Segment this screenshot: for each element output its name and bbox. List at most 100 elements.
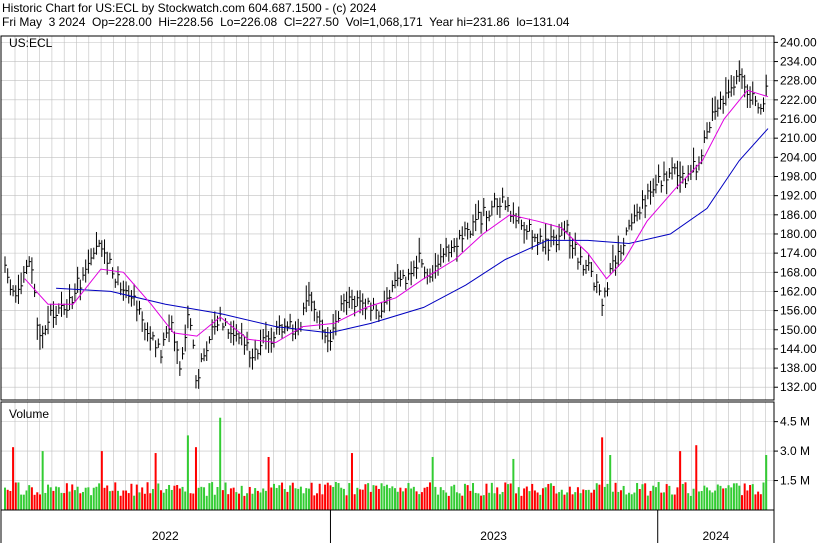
volume-bar [216, 487, 219, 510]
volume-bar [412, 486, 415, 510]
volume-bar [281, 482, 284, 510]
volume-bar [544, 487, 547, 510]
volume-bar [49, 487, 52, 510]
volume-bars [4, 417, 768, 510]
price-grid [1, 36, 774, 400]
volume-bar [504, 482, 507, 510]
volume-bar [541, 488, 544, 510]
volume-bar [95, 486, 98, 510]
volume-bar [186, 435, 189, 510]
price-tick-label: 228.00 [780, 74, 817, 88]
price-tick-label: 204.00 [780, 150, 817, 164]
volume-bar [372, 485, 375, 510]
volume-bar [25, 490, 28, 510]
volume-bar [676, 487, 679, 510]
volume-bar [82, 491, 85, 510]
volume-bar [262, 488, 265, 510]
volume-bar [168, 484, 171, 510]
volume-bar [65, 483, 68, 510]
volume-bar [130, 483, 133, 510]
volume-bar [525, 486, 528, 510]
volume-bar [256, 490, 259, 510]
volume-bar [178, 488, 181, 510]
volume-bar [501, 491, 504, 510]
volume-tick-label: 3.0 M [780, 444, 810, 458]
volume-bar [743, 483, 746, 510]
volume-bar [617, 491, 620, 510]
price-axis: 240.00 234.00 228.00 222.00 216.00 210.00 204.… [774, 35, 817, 394]
volume-bar [157, 483, 160, 510]
volume-bar [391, 486, 394, 510]
volume-bar [224, 482, 227, 510]
volume-bar [550, 483, 553, 510]
volume-bar [184, 491, 187, 510]
volume-bar [146, 482, 149, 510]
volume-bar [205, 495, 208, 510]
volume-bar [380, 483, 383, 510]
volume-bar [326, 482, 329, 510]
volume-bar [251, 493, 254, 510]
volume-bar [151, 488, 154, 510]
volume-bar [622, 485, 625, 510]
volume-bar [582, 489, 585, 510]
volume-bar [619, 490, 622, 510]
volume-bar [641, 484, 644, 510]
volume-bar [439, 487, 442, 510]
volume-bar [687, 493, 690, 510]
volume-bar [646, 495, 649, 510]
volume-bar [4, 487, 6, 510]
volume-bar [447, 495, 450, 510]
volume-bar [469, 490, 472, 510]
volume-bar [135, 484, 138, 510]
volume-bar [461, 495, 464, 510]
volume-bar [399, 487, 402, 510]
volume-bar [275, 487, 278, 510]
price-tick-label: 234.00 [780, 55, 817, 69]
volume-bar [297, 488, 300, 510]
volume-bar [697, 491, 700, 510]
volume-bar [291, 482, 294, 510]
volume-bar [614, 482, 617, 510]
volume-bar [377, 488, 380, 510]
volume-bar [356, 487, 359, 510]
volume-bar [332, 486, 335, 510]
price-tick-label: 144.00 [780, 342, 817, 356]
volume-bar [232, 487, 235, 510]
volume-bar [302, 493, 305, 510]
price-panel-label: US:ECL [9, 36, 53, 50]
price-tick-label: 186.00 [780, 208, 817, 222]
volume-bar [100, 451, 103, 510]
volume-bar [480, 495, 483, 510]
volume-bar [337, 483, 340, 510]
volume-bar [200, 486, 203, 510]
volume-bar [189, 493, 192, 510]
volume-bar [227, 494, 230, 510]
price-tick-label: 222.00 [780, 93, 817, 107]
volume-bar [211, 482, 214, 510]
volume-bar [30, 487, 33, 510]
volume-bar [442, 490, 445, 510]
volume-bar [749, 484, 752, 510]
volume-bar [552, 485, 555, 510]
volume-bar [638, 489, 641, 510]
volume-bar [41, 451, 44, 510]
volume-bar [759, 494, 762, 510]
volume-bar [437, 494, 440, 510]
volume-bar [267, 456, 270, 510]
volume-bar [375, 485, 378, 510]
price-tick-label: 132.00 [780, 380, 817, 394]
volume-bar [369, 491, 372, 510]
volume-bar [466, 485, 469, 510]
volume-bar [17, 482, 20, 510]
volume-bar [738, 485, 741, 510]
chart-header-title: Historic Chart for US:ECL by Stockwatch.… [2, 1, 377, 15]
volume-bar [579, 493, 582, 510]
volume-bar [453, 484, 456, 510]
volume-bar [695, 445, 698, 510]
volume-bar [103, 487, 106, 510]
volume-bar [92, 487, 95, 510]
volume-bar [55, 486, 58, 510]
year-label: 2024 [703, 529, 730, 543]
volume-bar [133, 495, 136, 510]
volume-bar [143, 493, 146, 510]
